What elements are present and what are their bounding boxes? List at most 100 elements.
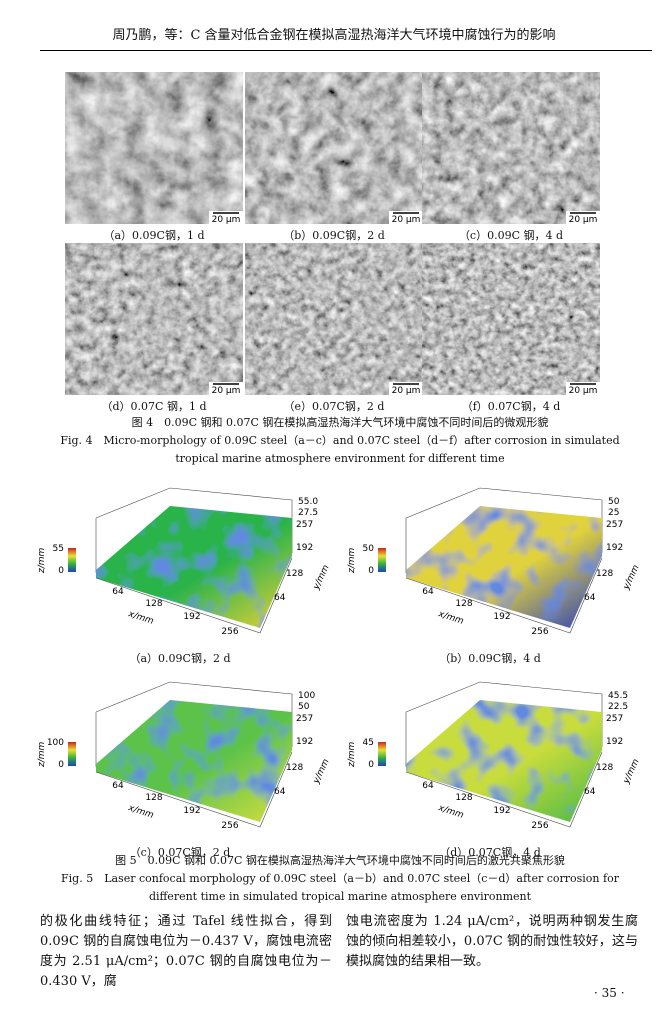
colorbar-label: 45	[363, 738, 374, 748]
y-tick-label: 192	[606, 737, 623, 747]
sem-texture	[245, 72, 423, 224]
x-tick-label: 64	[112, 587, 124, 597]
figure-caption: 图 5 0.09C 钢和 0.07C 钢在模拟高湿热海洋大气环境中腐蚀不同时间后…	[115, 854, 565, 867]
y-tick-label: 128	[286, 569, 303, 579]
scale-box	[209, 211, 243, 224]
scale-label: 20 μm	[392, 215, 421, 224]
figure-caption: 图 4 0.09C 钢和 0.07C 钢在模拟高湿热海洋大气环境中腐蚀不同时间后…	[131, 416, 549, 429]
header-rule	[40, 50, 652, 51]
surface	[96, 506, 292, 628]
body-text: 的极化曲线特征；通过 Tafel 线性拟合，得到 0.09C 钢的自腐蚀电位为－…	[40, 914, 332, 989]
y-axis-label: y/mm	[621, 563, 640, 592]
scale-label: 20 μm	[212, 215, 241, 224]
x-tick-label: 128	[145, 793, 162, 803]
y-tick-label: 257	[296, 520, 313, 530]
z-tick-label: 100	[298, 691, 315, 701]
colorbar	[68, 548, 76, 572]
x-tick-label: 64	[112, 781, 124, 791]
figure-caption: Fig. 4 Micro-morphology of 0.09C steel（a…	[60, 434, 620, 465]
x-tick-label: 256	[531, 821, 548, 831]
sem-image: 20 μm	[422, 72, 600, 224]
scale-box	[566, 211, 600, 224]
y-tick-label: 64	[274, 787, 286, 797]
colorbar-label: 0	[368, 566, 374, 576]
y-tick-label: 128	[286, 763, 303, 773]
x-tick-label: 256	[531, 627, 548, 637]
x-tick-label: 128	[455, 793, 472, 803]
x-tick-label: 256	[221, 821, 238, 831]
colorbar-label: 0	[58, 566, 64, 576]
scale-box	[209, 382, 243, 395]
sem-image: 20 μm	[245, 243, 423, 395]
y-axis-label: y/mm	[311, 757, 330, 786]
x-tick-label: 192	[183, 612, 200, 622]
scale-box	[566, 382, 600, 395]
z-tick-label: 50	[298, 702, 310, 712]
colorbar	[378, 742, 386, 766]
colorbar	[378, 548, 386, 572]
x-tick-label: 128	[455, 599, 472, 609]
z-axis-label: z/mm	[37, 547, 47, 574]
scale-label: 20 μm	[569, 215, 598, 224]
y-axis-label: y/mm	[621, 757, 640, 786]
plot-axes	[405, 557, 603, 634]
y-tick-label: 64	[584, 787, 596, 797]
colorbar-label: 55	[53, 544, 64, 554]
z-axis-label: z/mm	[347, 741, 357, 768]
y-tick-label: 128	[596, 763, 613, 773]
confocal-plot: 500z/mm502564128192256x/mm25719212864y/m…	[347, 487, 640, 637]
figure-caption: Fig. 5 Laser confocal morphology of 0.09…	[61, 872, 619, 903]
panel-label: （a）0.09C钢，1 d	[103, 229, 205, 242]
sem-image: 20 μm	[422, 243, 600, 395]
y-tick-label: 64	[584, 593, 596, 603]
z-tick-label: 55.0	[298, 497, 318, 507]
sem-image: 20 μm	[245, 72, 423, 224]
x-tick-label: 128	[145, 599, 162, 609]
scale-label: 20 μm	[212, 386, 241, 395]
y-tick-label: 257	[606, 714, 623, 724]
x-axis-label: x/mm	[126, 803, 155, 821]
y-tick-label: 192	[296, 543, 313, 553]
x-axis-label: x/mm	[126, 609, 155, 627]
sem-image: 20 μm	[65, 72, 243, 224]
z-tick-label: 50	[608, 497, 620, 507]
panel-label: （b）0.09C钢，2 d	[283, 229, 385, 242]
panel-label: （a）0.09C钢，2 d	[129, 652, 231, 665]
x-tick-label: 192	[183, 806, 200, 816]
y-tick-label: 192	[606, 543, 623, 553]
colorbar-label: 0	[368, 760, 374, 770]
plot-axes	[95, 557, 293, 634]
scale-label: 20 μm	[392, 386, 421, 395]
colorbar-label: 50	[363, 544, 375, 554]
confocal-plot: 55 0 z/mm 55.027.5 64 128 192 256 x/mm 257 192 128 6…	[37, 487, 330, 637]
z-axis-label: z/mm	[347, 547, 357, 574]
sem-texture	[422, 72, 600, 224]
surface	[96, 700, 292, 822]
scale-box	[389, 211, 423, 224]
x-axis-label: x/mm	[436, 803, 465, 821]
panel-label: （b）0.09C钢，4 d	[439, 652, 541, 665]
z-axis-label: z/mm	[37, 741, 47, 768]
scale-label: 20 μm	[569, 386, 598, 395]
panel-label: （e）0.07C钢，2 d	[283, 400, 385, 413]
confocal-plot: 45 0 z/mm 45.522.5 64 128 192 256 x/mm 257 192 128 6…	[347, 681, 640, 831]
page-number: · 35 ·	[594, 986, 625, 1000]
running-header: 周乃鹏，等：C 含量对低合金钢在模拟高湿热海洋大气环境中腐蚀行为的影响	[112, 28, 556, 43]
y-axis-label: y/mm	[311, 563, 330, 592]
z-tick-label: 25	[608, 508, 619, 518]
x-tick-label: 64	[422, 781, 434, 791]
sem-texture	[65, 243, 243, 395]
sem-texture	[65, 72, 243, 224]
plot-axes	[95, 751, 293, 828]
sem-texture	[245, 243, 423, 395]
x-axis-label: x/mm	[436, 609, 465, 627]
surface	[406, 700, 602, 822]
x-tick-label: 192	[493, 612, 510, 622]
surface	[406, 506, 602, 628]
y-tick-label: 257	[606, 520, 623, 530]
body-text: 蚀电流密度为 1.24 μA/cm²，说明两种钢发生腐蚀的倾向相差较小，0.07…	[346, 914, 638, 969]
x-tick-label: 192	[493, 806, 510, 816]
sem-texture	[422, 243, 600, 395]
colorbar-label: 100	[47, 738, 64, 748]
